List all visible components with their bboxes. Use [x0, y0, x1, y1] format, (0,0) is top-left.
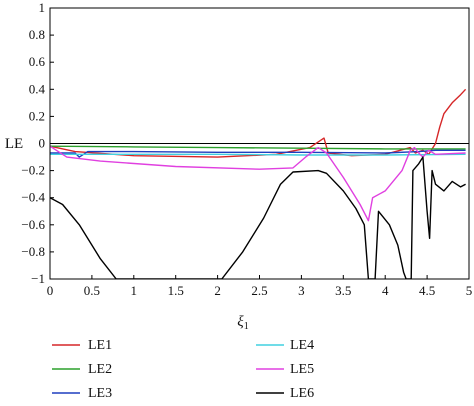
x-tick-label: 5	[466, 283, 473, 298]
x-axis: 0 0.5 1 1.5 2 2.5 3 3.5 4 4.5 5	[47, 275, 473, 298]
y-tick-label: −0.4	[21, 190, 45, 205]
y-axis-label: LE	[5, 136, 23, 152]
series-line-le5	[50, 145, 466, 222]
legend-label: LE5	[290, 362, 314, 377]
series-line-le1	[50, 88, 467, 158]
x-tick-label: 2.5	[251, 283, 267, 298]
y-axis: 1 0.8 0.6 0.4 0.2 0 −0.2 −0.4 −0.6 −0.8 −1	[21, 0, 54, 286]
x-tick-label: 2	[214, 283, 221, 298]
legend-label: LE3	[88, 386, 112, 401]
series-line-le4	[50, 153, 466, 156]
x-tick-label: 3.5	[335, 283, 351, 298]
x-tick-label: 3	[298, 283, 305, 298]
y-tick-label: −1	[31, 271, 45, 286]
legend-label: LE1	[88, 338, 112, 353]
plot-area	[50, 88, 469, 279]
legend-label: LE2	[88, 362, 112, 377]
legend-label: LE6	[290, 386, 314, 401]
y-tick-label: 0.4	[29, 81, 46, 96]
x-axis-label: ξ1	[237, 314, 248, 332]
series-line-le3	[50, 149, 466, 158]
series-line-le6	[50, 156, 466, 279]
x-tick-label: 4.5	[419, 283, 435, 298]
y-tick-label: 0.6	[29, 54, 46, 69]
series-line-le2	[50, 145, 466, 150]
y-tick-label: 0.2	[29, 108, 45, 123]
y-tick-label: −0.2	[21, 163, 45, 178]
legend: LE1 LE2 LE3 LE4 LE5 LE6	[52, 338, 314, 401]
x-tick-label: 0	[47, 283, 54, 298]
y-tick-label: 0.8	[29, 27, 45, 42]
y-tick-label: −0.8	[21, 244, 45, 259]
x-tick-label: 0.5	[84, 283, 100, 298]
y-tick-label: −0.6	[21, 217, 45, 232]
plot-frame	[49, 7, 470, 280]
x-tick-label: 1	[131, 283, 138, 298]
x-tick-label: 1.5	[168, 283, 184, 298]
legend-label: LE4	[290, 338, 314, 353]
x-tick-label: 4	[382, 283, 389, 298]
y-tick-label: 1	[39, 0, 46, 15]
y-tick-label: 0	[39, 136, 46, 151]
